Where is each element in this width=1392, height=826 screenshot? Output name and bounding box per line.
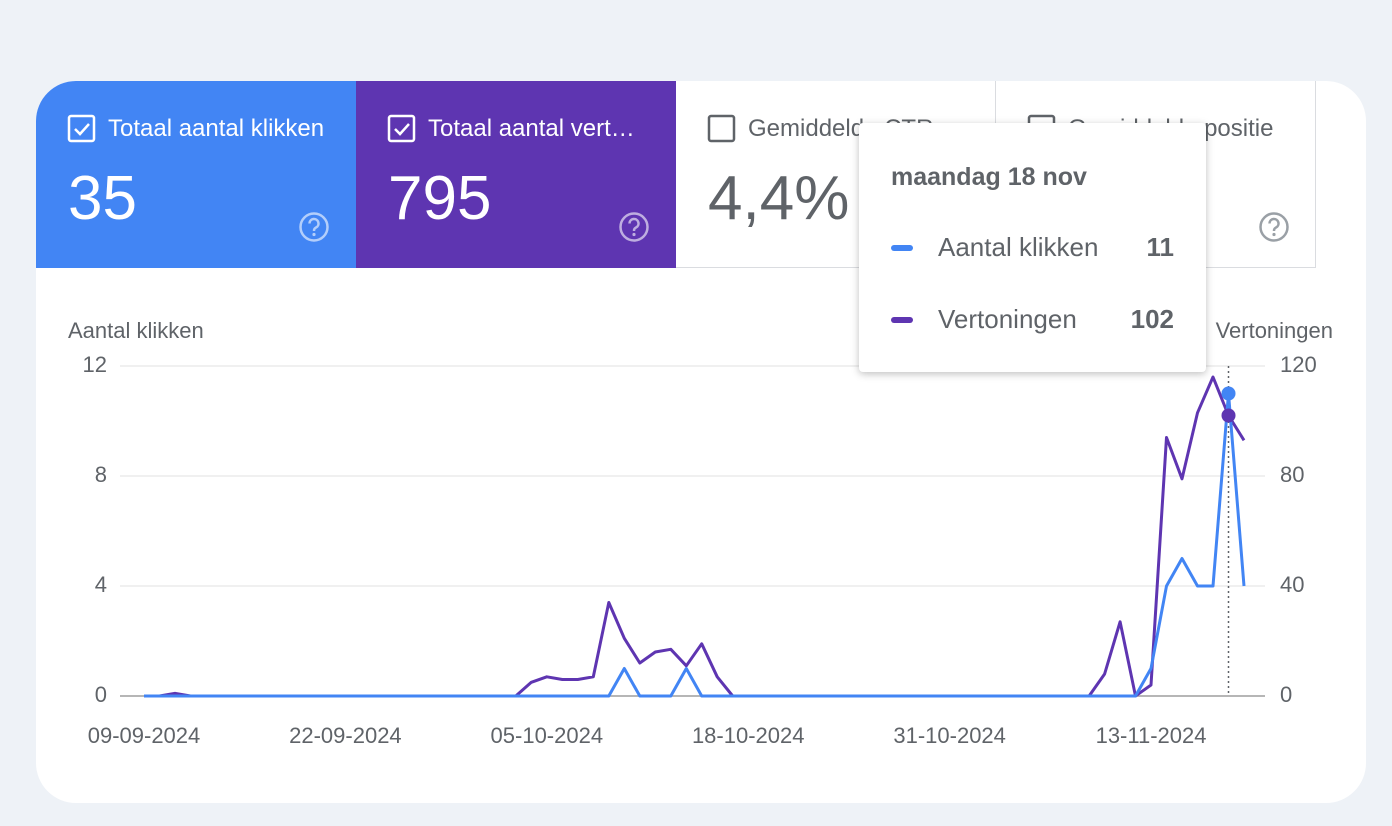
x-tick-label: 09-09-2024: [88, 723, 201, 748]
help-circle: [619, 212, 649, 242]
metric-value: 795: [388, 164, 492, 233]
help-dot: [1272, 232, 1276, 237]
x-tick-label: 31-10-2024: [893, 723, 1006, 748]
help-glyph: [628, 217, 640, 232]
help-glyph: [1268, 217, 1280, 232]
checkbox-box: [707, 114, 736, 143]
help-glyph: [308, 217, 320, 232]
metric-value: 35: [68, 164, 137, 233]
checkbox: [387, 114, 416, 143]
help-icon[interactable]: [617, 210, 651, 244]
tooltip-title: maandag 18 nov: [891, 163, 1087, 191]
y-tick-label: 4: [95, 572, 107, 597]
y2-tick-label: 0: [1280, 682, 1292, 707]
y2-tick-label: 120: [1280, 352, 1317, 377]
hover-point: [1221, 386, 1236, 401]
metric-card[interactable]: Totaal aantal vertoningen795: [356, 81, 676, 268]
tooltip-item-value: 11: [1146, 232, 1175, 262]
checkmark: [394, 123, 410, 136]
y2-tick-label: 80: [1280, 462, 1304, 487]
tooltip-item-name: Vertoningen: [938, 304, 1077, 334]
help-dot: [632, 232, 636, 237]
series-line: [144, 392, 1246, 698]
x-tick-label: 13-11-2024: [1096, 723, 1207, 748]
metric-card[interactable]: Totaal aantal klikken 35: [36, 81, 356, 268]
legend-swatch: [891, 317, 913, 323]
tooltip-item-name: Aantal klikken: [938, 232, 1099, 262]
checkmark: [74, 123, 90, 136]
series-line: [144, 375, 1246, 698]
help-circle: [1259, 212, 1289, 242]
checkbox-box: [67, 114, 96, 143]
help-circle: [299, 212, 329, 242]
y-tick-label: 0: [95, 682, 107, 707]
y-axis-title: Aantal klikken: [68, 318, 204, 343]
help-icon[interactable]: [297, 210, 331, 244]
checkbox: [67, 114, 96, 143]
help-dot: [312, 232, 316, 237]
tooltip-item-value: 102: [1130, 304, 1174, 334]
y2-axis-title: Vertoningen: [1216, 318, 1333, 343]
checkbox-box: [387, 114, 416, 143]
y-tick-label: 12: [83, 352, 107, 377]
metric-value: 4,4%: [708, 164, 850, 233]
x-tick-label: 05-10-2024: [491, 723, 604, 748]
y-tick-label: 8: [95, 462, 107, 487]
x-tick-label: 18-10-2024: [692, 723, 805, 748]
y2-tick-label: 40: [1280, 572, 1304, 597]
legend-swatch: [891, 245, 913, 251]
checkbox: [707, 114, 736, 143]
x-tick-label: 22-09-2024: [289, 723, 402, 748]
help-icon[interactable]: [1257, 210, 1291, 244]
tooltip: maandag 18 nov Aantal klikken 11 Vertoning…: [859, 123, 1206, 372]
hover-point: [1221, 408, 1236, 423]
